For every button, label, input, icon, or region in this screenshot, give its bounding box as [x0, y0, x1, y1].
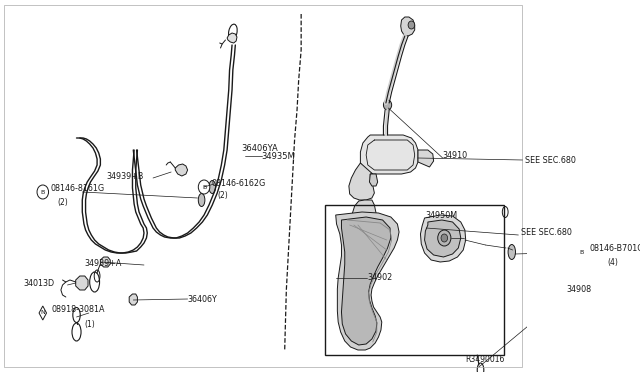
Ellipse shape [508, 244, 515, 260]
Polygon shape [129, 294, 138, 305]
Text: 36406Y: 36406Y [188, 295, 218, 304]
Text: 34013D: 34013D [23, 279, 54, 289]
Text: 36406YA: 36406YA [241, 144, 278, 153]
Polygon shape [227, 33, 237, 43]
Bar [325, 205, 504, 355]
Text: 34910: 34910 [443, 151, 468, 160]
Text: B: B [202, 185, 206, 189]
Circle shape [441, 234, 447, 242]
Text: (1): (1) [84, 321, 95, 330]
Text: N: N [40, 311, 45, 315]
Polygon shape [76, 276, 88, 290]
Text: (2): (2) [58, 198, 68, 206]
Text: B: B [41, 189, 45, 195]
Text: 08146-8161G: 08146-8161G [50, 183, 104, 192]
Polygon shape [401, 17, 415, 36]
Text: B: B [580, 250, 584, 254]
Text: 34939+A: 34939+A [84, 259, 122, 267]
Polygon shape [342, 217, 391, 345]
Circle shape [576, 245, 588, 259]
Text: 34902: 34902 [367, 273, 392, 282]
Polygon shape [360, 135, 418, 174]
Polygon shape [100, 257, 110, 267]
Polygon shape [424, 220, 461, 257]
Polygon shape [349, 163, 374, 200]
Text: (2): (2) [217, 190, 228, 199]
Polygon shape [175, 164, 188, 176]
Text: 08918-3081A: 08918-3081A [51, 305, 104, 314]
Ellipse shape [198, 193, 205, 206]
Text: (4): (4) [607, 257, 618, 266]
Circle shape [383, 100, 392, 110]
Text: SEE SEC.680: SEE SEC.680 [525, 155, 576, 164]
Text: 34939+B: 34939+B [106, 171, 143, 180]
Polygon shape [420, 215, 466, 262]
Text: 34908: 34908 [566, 285, 591, 295]
Polygon shape [418, 150, 434, 167]
Text: SEE SEC.680: SEE SEC.680 [521, 228, 572, 237]
Polygon shape [39, 306, 47, 320]
Circle shape [37, 185, 49, 199]
Ellipse shape [209, 180, 216, 193]
Circle shape [408, 21, 415, 29]
Text: 34950M: 34950M [426, 211, 458, 219]
Text: 08146-6162G: 08146-6162G [211, 179, 266, 187]
Polygon shape [336, 212, 399, 350]
Circle shape [438, 230, 451, 246]
Polygon shape [369, 174, 378, 186]
Text: 34935M: 34935M [262, 151, 296, 160]
Circle shape [198, 180, 210, 194]
Text: 08146-B701G: 08146-B701G [589, 244, 640, 253]
Polygon shape [351, 200, 377, 238]
Text: R3490016: R3490016 [465, 356, 504, 365]
